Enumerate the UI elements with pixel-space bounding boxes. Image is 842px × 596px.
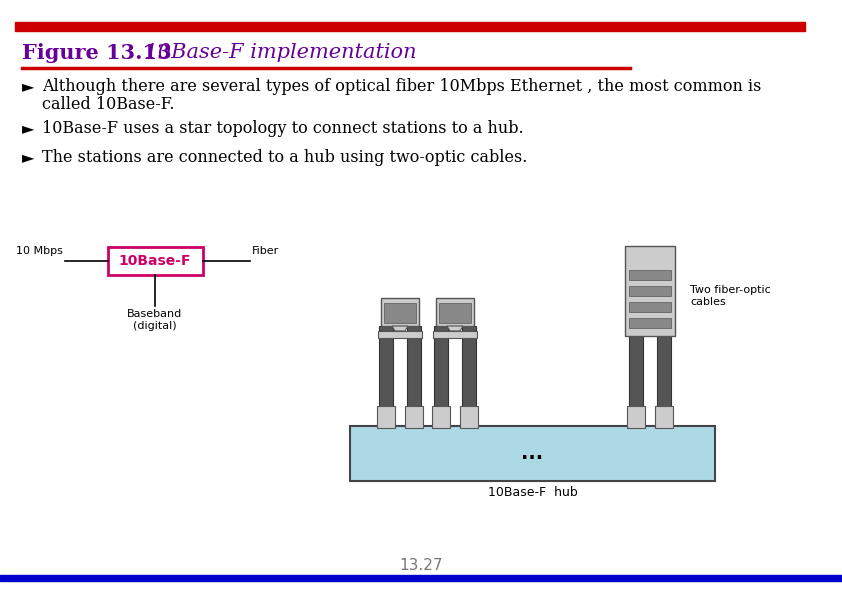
Text: Figure 13.13: Figure 13.13	[22, 43, 172, 63]
Text: ►: ►	[22, 78, 35, 95]
Bar	[460, 406, 478, 428]
Text: Two fiber-optic
cables: Two fiber-optic cables	[690, 285, 770, 307]
Bar	[384, 303, 416, 323]
Text: 10Base-F uses a star topology to connect stations to a hub.: 10Base-F uses a star topology to connect…	[42, 120, 524, 137]
Bar	[379, 326, 393, 426]
Polygon shape	[447, 326, 463, 331]
Text: ►: ►	[22, 120, 35, 137]
Bar	[629, 336, 643, 426]
Text: 10Base-F  hub: 10Base-F hub	[488, 486, 578, 499]
Text: Fiber: Fiber	[252, 246, 280, 256]
Bar	[657, 336, 671, 426]
Bar	[434, 326, 448, 426]
Text: Although there are several types of optical fiber 10Mbps Ethernet , the most com: Although there are several types of opti…	[42, 78, 761, 95]
Bar	[436, 298, 474, 326]
Bar	[627, 406, 645, 428]
Bar	[0, 575, 842, 581]
Text: ...: ...	[521, 444, 544, 463]
Text: Baseband
(digital): Baseband (digital)	[127, 309, 183, 331]
Bar	[433, 331, 477, 338]
Text: ►: ►	[22, 149, 35, 166]
Bar	[629, 286, 671, 296]
Polygon shape	[392, 326, 408, 331]
Bar	[381, 298, 419, 326]
Bar	[378, 331, 422, 338]
Bar	[15, 22, 805, 31]
Bar	[350, 426, 715, 481]
Bar	[108, 247, 202, 275]
Bar	[462, 326, 476, 426]
Bar	[407, 326, 421, 426]
Bar	[629, 270, 671, 280]
Text: The stations are connected to a hub using two-optic cables.: The stations are connected to a hub usin…	[42, 149, 527, 166]
Bar	[432, 406, 450, 428]
Text: 10Base-F: 10Base-F	[119, 254, 191, 268]
Bar	[629, 302, 671, 312]
Bar	[629, 318, 671, 328]
Bar	[655, 406, 673, 428]
Text: 13.27: 13.27	[399, 558, 443, 573]
Text: 10Base-F implementation: 10Base-F implementation	[138, 43, 417, 62]
Bar	[439, 303, 471, 323]
Bar	[377, 406, 395, 428]
Bar	[625, 246, 675, 336]
Text: called 10Base-F.: called 10Base-F.	[42, 96, 174, 113]
Bar	[405, 406, 423, 428]
Text: 10 Mbps: 10 Mbps	[16, 246, 63, 256]
